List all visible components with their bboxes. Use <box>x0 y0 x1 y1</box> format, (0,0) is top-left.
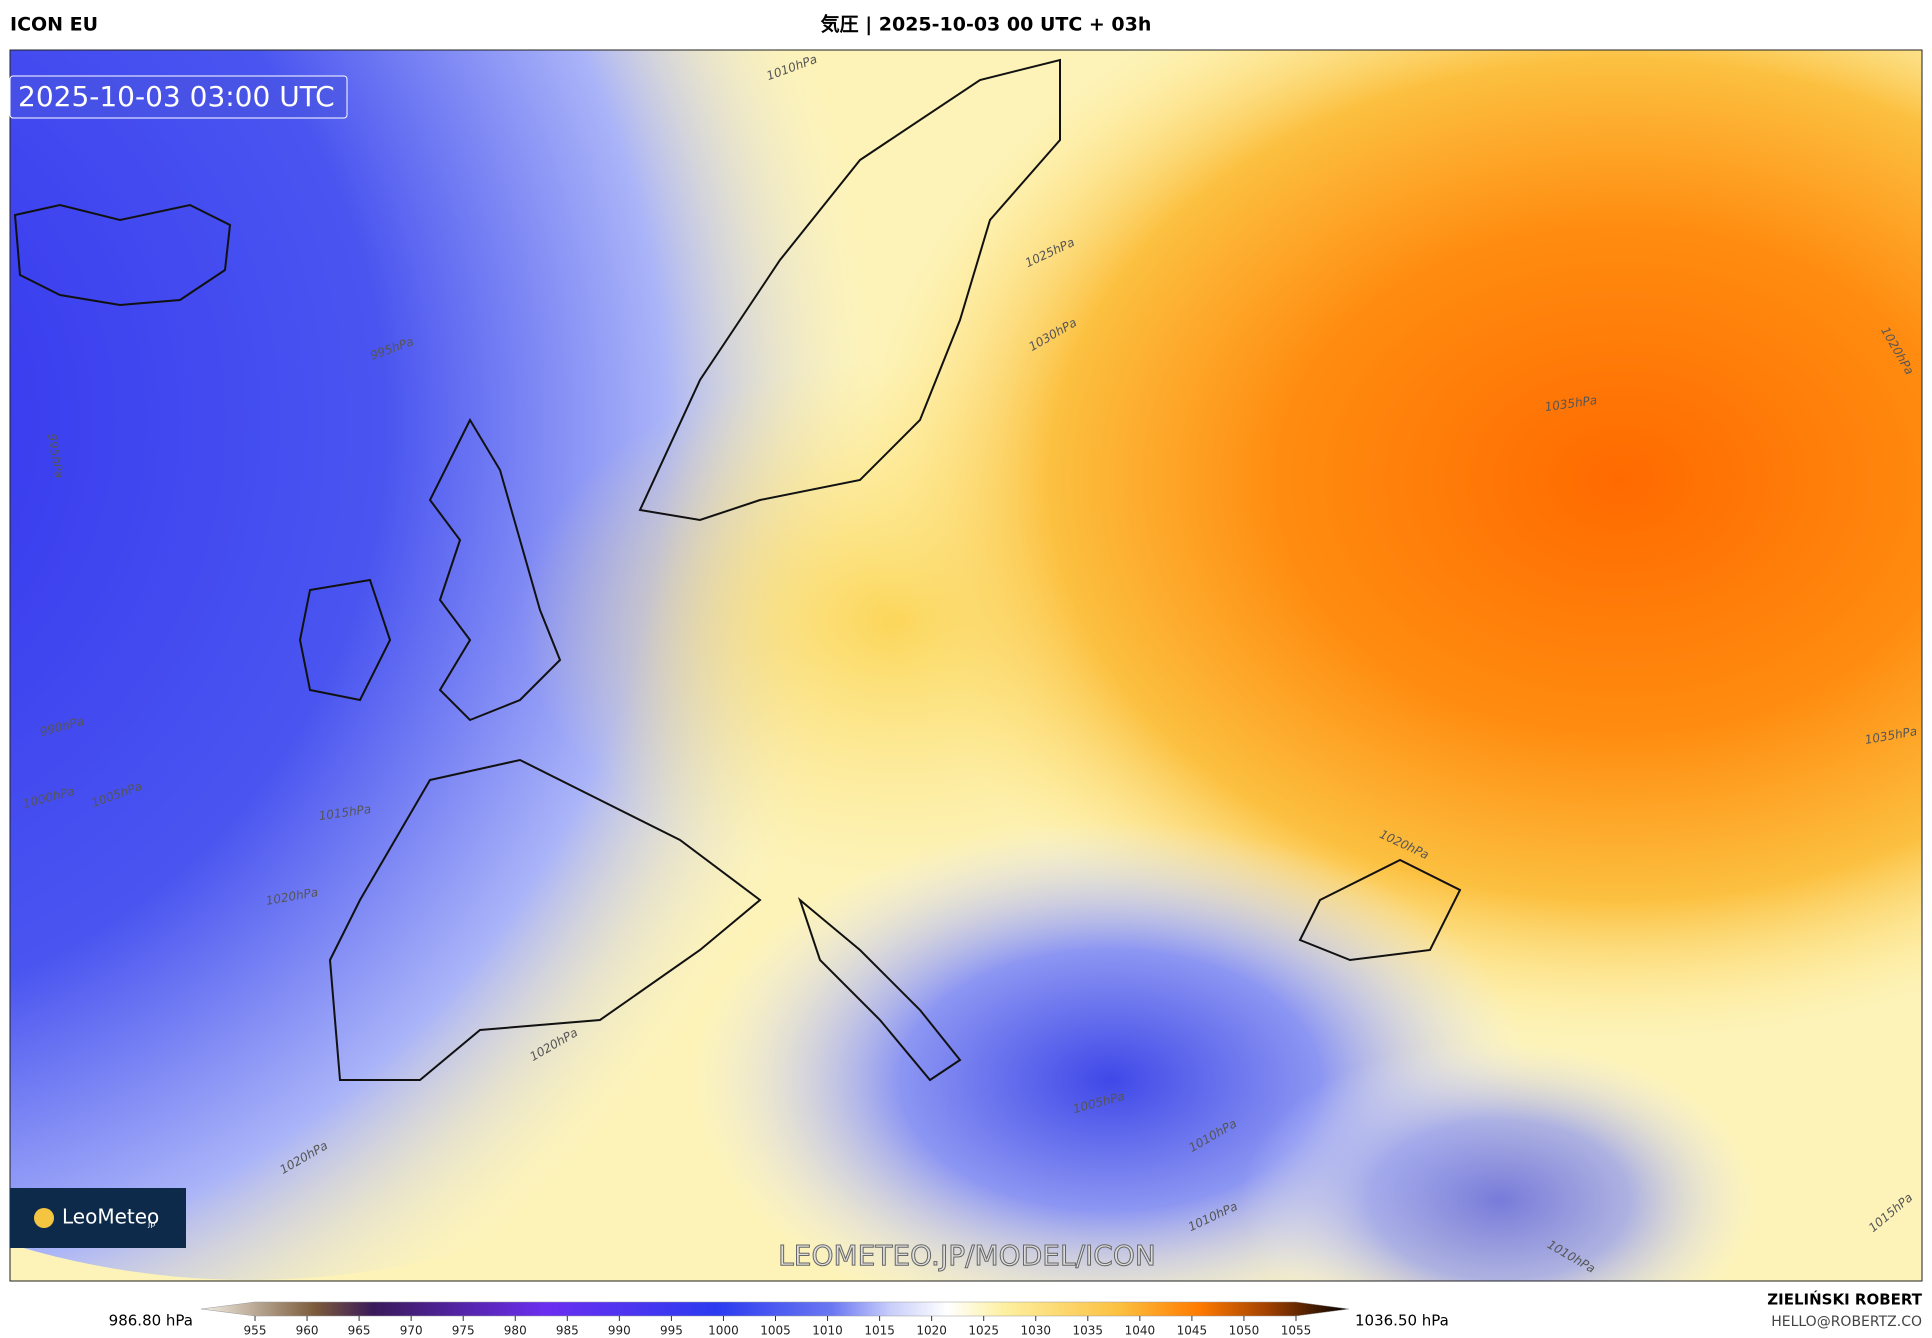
colorbar-tick-label: 1025 <box>968 1324 999 1338</box>
timestamp-box <box>9 75 348 119</box>
timestamp: 2025-10-03 03:00 UTC <box>18 80 335 113</box>
colorbar-max: 1036.50 hPa <box>1355 1312 1449 1330</box>
coastline-scandinavia <box>638 58 1061 522</box>
coastline-iberia-france <box>328 758 762 1081</box>
colorbar-tick-label: 990 <box>608 1324 631 1338</box>
colorbar-tick-label: 1030 <box>1020 1324 1051 1338</box>
map-frame <box>9 49 1923 1282</box>
high-pressure-east <box>860 50 1922 1040</box>
map-title: 気圧 | 2025-10-03 00 UTC + 03h <box>821 13 1152 36</box>
colorbar <box>200 1301 1350 1317</box>
colorbar-ticks: 955 960 965 970 975 980 985 990 995 1000 1005 1010 1… <box>244 1316 1312 1338</box>
colorbar-tick-label: 1040 <box>1125 1324 1156 1338</box>
colorbar-tick-label: 955 <box>244 1324 267 1338</box>
colorbar-tick-label: 1020 <box>916 1324 947 1338</box>
author: ZIELIŃSKI ROBERT <box>1767 1290 1922 1309</box>
colorbar-tick-label: 960 <box>296 1324 319 1338</box>
colorbar-tick-label: 965 <box>348 1324 371 1338</box>
colorbar-tick-label: 1015 <box>864 1324 895 1338</box>
low-pressure-southeast <box>1240 1040 1760 1281</box>
logo-sun <box>34 1208 54 1228</box>
coastline-britain <box>428 417 562 722</box>
coastline-ireland <box>298 578 392 702</box>
colorbar-tick-label: 1000 <box>708 1324 739 1338</box>
email: HELLO@ROBERTZ.CO <box>1771 1314 1922 1330</box>
model-name: ICON EU <box>10 14 98 36</box>
colorbar-tick-label: 1035 <box>1073 1324 1104 1338</box>
logo-name: LeoMeteo <box>62 1205 159 1229</box>
coastline-black-sea <box>1298 858 1462 962</box>
coastline-iceland <box>13 203 232 307</box>
colorbar-tick-label: 995 <box>660 1324 683 1338</box>
colorbar-tick-label: 980 <box>504 1324 527 1338</box>
watermark: LEOMETEO.JP/MODEL/ICON <box>778 1239 1156 1272</box>
coastlines <box>13 58 1462 1082</box>
coastline-italy <box>797 896 962 1082</box>
colorbar-tick-label: 1010 <box>812 1324 843 1338</box>
colorbar-min: 986.80 hPa <box>109 1312 193 1330</box>
colorbar-tick-label: 1045 <box>1177 1324 1208 1338</box>
colorbar-tick-label: 970 <box>400 1324 423 1338</box>
colorbar-tick-label: 975 <box>452 1324 475 1338</box>
colorbar-tick-label: 1055 <box>1281 1324 1312 1338</box>
colorbar-tick-label: 1050 <box>1229 1324 1260 1338</box>
logo-suffix: jp <box>147 1220 155 1229</box>
colorbar-tick-label: 1005 <box>760 1324 791 1338</box>
colorbar-tick-label: 985 <box>556 1324 579 1338</box>
